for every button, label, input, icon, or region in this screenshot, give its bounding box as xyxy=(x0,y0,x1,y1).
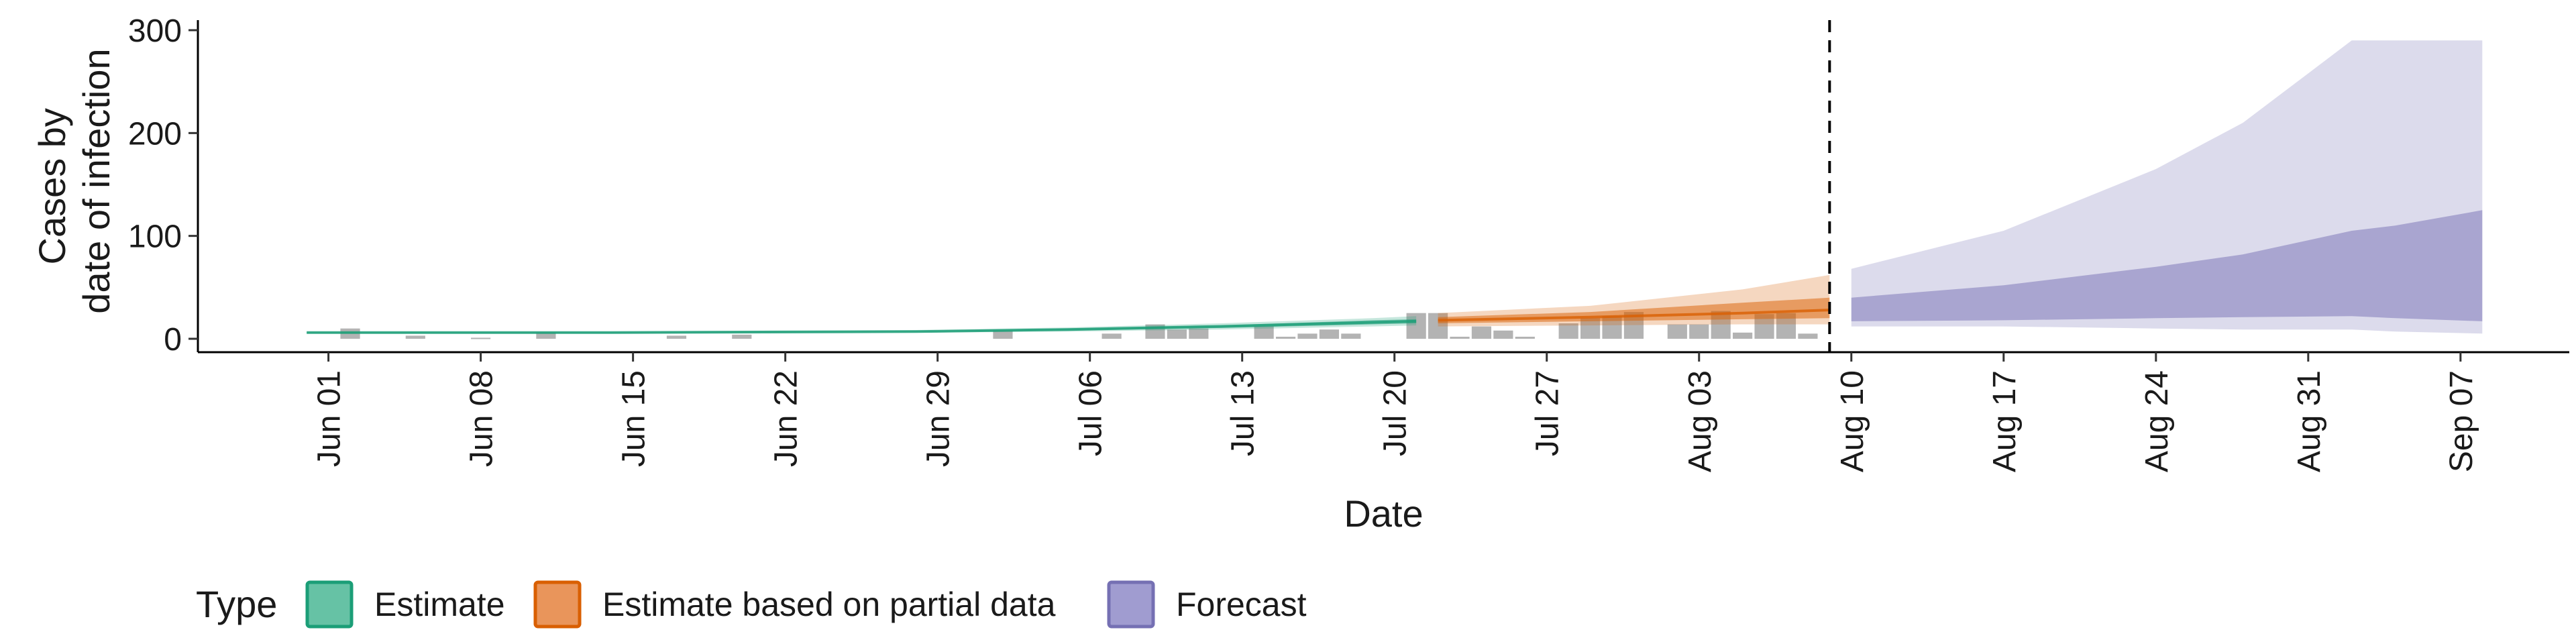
reported-case-bar-11 xyxy=(1254,326,1274,339)
reported-case-bar-6 xyxy=(993,330,1013,339)
x-tick-label-1: Jun 08 xyxy=(464,370,500,467)
legend: Type Estimate Estimate based on partial d… xyxy=(196,580,1307,629)
y-axis-title-line-1: Cases by xyxy=(31,108,73,264)
reported-case-bar-20 xyxy=(1493,330,1513,339)
y-tick-label-200: 200 xyxy=(128,116,182,152)
reported-case-bar-5 xyxy=(732,334,752,339)
reported-case-bar-15 xyxy=(1341,333,1361,339)
estimate-bands xyxy=(307,40,2483,334)
x-tick-label-2: Jun 15 xyxy=(616,370,652,467)
y-tick-label-100: 100 xyxy=(128,219,182,255)
reported-case-bar-10 xyxy=(1189,328,1209,339)
reported-case-bar-13 xyxy=(1297,333,1318,339)
reported-case-bar-18 xyxy=(1450,336,1470,339)
reported-case-bar-7 xyxy=(1102,333,1122,339)
reported-case-bar-14 xyxy=(1319,329,1340,339)
legend-key-2 xyxy=(1107,580,1155,629)
x-axis-title: Date xyxy=(1344,492,1423,535)
y-tick-label-0: 0 xyxy=(164,322,182,358)
legend-key-1 xyxy=(533,580,582,629)
reported-case-bar-23 xyxy=(1580,318,1601,339)
x-tick-label-8: Jul 27 xyxy=(1530,370,1566,456)
estimate-based-on-partial-data-median-line xyxy=(1438,309,1830,322)
reported-case-bar-4 xyxy=(666,335,687,339)
legend-label-0: Estimate xyxy=(374,586,505,623)
y-axis-title: Cases by date of infection xyxy=(31,48,117,313)
x-tick-label-3: Jun 22 xyxy=(769,370,804,467)
estimate-median-line xyxy=(307,319,1417,334)
reported-case-bar-16 xyxy=(1406,313,1426,339)
legend-title: Type xyxy=(196,583,277,625)
reported-case-bar-2 xyxy=(471,337,491,339)
median-lines xyxy=(307,309,1830,334)
x-tick-label-4: Jun 29 xyxy=(921,370,957,467)
x-tick-label-14: Sep 07 xyxy=(2444,370,2479,472)
reported-case-bar-1 xyxy=(405,335,425,339)
legend-key-0 xyxy=(305,580,354,629)
x-tick-label-5: Jul 06 xyxy=(1073,370,1109,456)
x-tick-label-6: Jul 13 xyxy=(1226,370,1261,456)
forecast-inner-band xyxy=(1851,210,2483,321)
reported-case-bar-26 xyxy=(1667,324,1687,339)
x-tick-label-0: Jun 01 xyxy=(312,370,347,467)
x-tick-label-10: Aug 10 xyxy=(1835,370,1870,472)
x-tick-label-13: Aug 31 xyxy=(2292,370,2327,472)
legend-label-1: Estimate based on partial data xyxy=(602,586,1056,623)
reported-case-bar-29 xyxy=(1733,332,1753,339)
reported-case-bar-22 xyxy=(1558,323,1578,339)
reported-case-bar-21 xyxy=(1515,336,1535,339)
x-tick-label-7: Jul 20 xyxy=(1378,370,1413,456)
x-tick-label-12: Aug 24 xyxy=(2139,370,2175,472)
x-tick-label-11: Aug 17 xyxy=(1987,370,2023,472)
reported-case-bar-19 xyxy=(1471,326,1492,339)
reported-case-bar-27 xyxy=(1689,324,1709,339)
axes: 0 100 200 300 Jun 01 Jun 08 Jun 15 Jun 22 Jun 2… xyxy=(128,13,2569,472)
reported-case-bar-9 xyxy=(1167,329,1187,339)
y-ticks: 0 100 200 300 xyxy=(128,13,198,358)
reported-case-bar-32 xyxy=(1798,333,1818,339)
reported-case-bar-12 xyxy=(1275,336,1296,339)
x-ticks: Jun 01 Jun 08 Jun 15 Jun 22 Jun 29 Jul 06 Jul … xyxy=(312,352,2479,472)
estimate-based-on-partial-data-inner-band xyxy=(1438,297,1830,323)
y-axis-title-line-2: date of infection xyxy=(75,48,117,313)
x-tick-label-9: Aug 03 xyxy=(1682,370,1718,472)
y-tick-label-300: 300 xyxy=(128,13,182,49)
reported-case-bar-3 xyxy=(536,332,556,339)
legend-label-2: Forecast xyxy=(1176,586,1307,623)
